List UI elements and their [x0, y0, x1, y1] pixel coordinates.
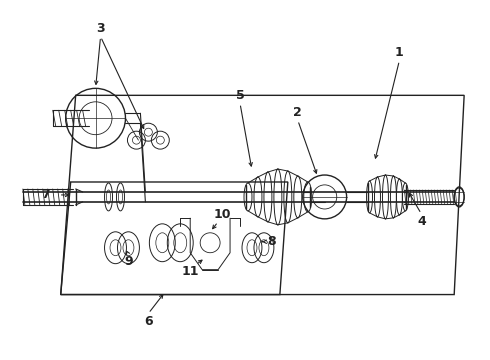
Text: 3: 3 [96, 22, 105, 35]
Text: 2: 2 [294, 106, 302, 119]
Text: 4: 4 [417, 215, 426, 228]
Text: 1: 1 [395, 46, 404, 59]
Text: 8: 8 [268, 235, 276, 248]
Text: 7: 7 [41, 188, 50, 202]
Text: 10: 10 [213, 208, 231, 221]
Text: 6: 6 [144, 315, 153, 328]
Text: 5: 5 [236, 89, 245, 102]
Text: 11: 11 [181, 265, 199, 278]
Text: 9: 9 [124, 255, 133, 268]
